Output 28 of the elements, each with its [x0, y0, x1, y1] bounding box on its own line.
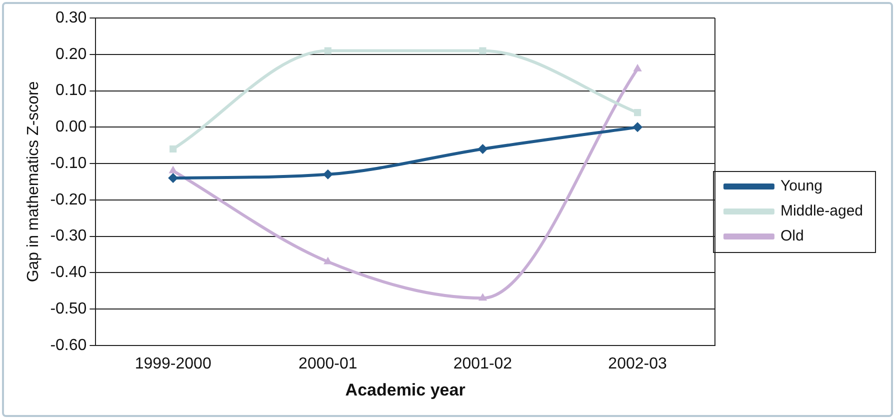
- point: [170, 145, 177, 152]
- point: [633, 64, 642, 72]
- legend-label: Old: [780, 228, 804, 245]
- x-tick-label: 1999-2000: [134, 355, 212, 372]
- y-tick-label: -0.20: [50, 191, 87, 208]
- y-axis-title: Gap in mathematics Z-score: [25, 81, 42, 282]
- point: [632, 122, 643, 132]
- point: [322, 169, 333, 180]
- legend-label: Middle-aged: [780, 202, 864, 220]
- y-tick-label: 0.10: [56, 82, 87, 100]
- point: [478, 293, 488, 301]
- x-tick-label: 2001-02: [453, 355, 512, 372]
- legend-label: Young: [780, 178, 822, 195]
- point: [478, 144, 488, 154]
- point: [634, 109, 642, 116]
- y-tick-label: 0.20: [56, 46, 87, 63]
- y-tick-label: -0.40: [50, 264, 87, 282]
- point: [479, 47, 486, 54]
- x-tick-label: 2000-01: [298, 355, 358, 372]
- x-axis-title: Academic year: [345, 380, 466, 400]
- x-tick-label: 2002-03: [608, 355, 667, 372]
- y-tick-label: 0.30: [56, 9, 87, 26]
- y-tick-label: -0.50: [50, 300, 87, 318]
- y-tick-label: -0.60: [50, 336, 87, 354]
- y-tick-label: -0.30: [50, 228, 87, 245]
- point: [324, 47, 332, 54]
- y-tick-label: -0.10: [50, 154, 87, 172]
- y-tick-label: 0.00: [56, 118, 87, 136]
